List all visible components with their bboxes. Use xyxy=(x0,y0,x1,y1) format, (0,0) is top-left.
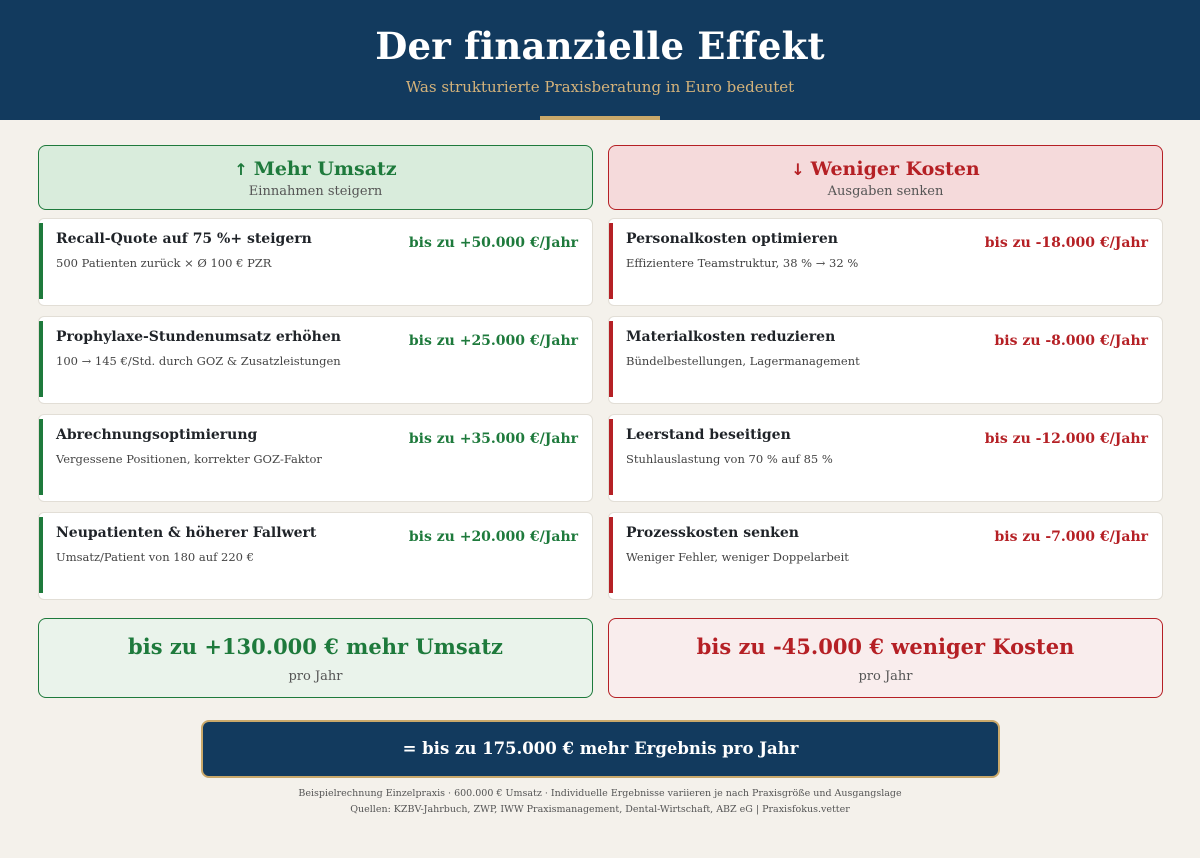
card-accent-bar xyxy=(39,419,43,495)
card-description: Bündelbestellungen, Lagermanagement xyxy=(626,354,860,368)
cost-card: Leerstand beseitigen Stuhlauslastung von… xyxy=(608,414,1163,502)
costs-column: ↓ Weniger Kosten Ausgaben senken Personal… xyxy=(608,145,1163,600)
card-value: bis zu -12.000 €/Jahr xyxy=(984,431,1148,447)
costs-total-period: pro Jahr xyxy=(858,669,913,684)
card-accent-bar xyxy=(39,321,43,397)
card-title: Prozesskosten senken xyxy=(626,525,799,541)
revenue-total-period: pro Jahr xyxy=(288,669,343,684)
revenue-card: Abrechnungsoptimierung Vergessene Positi… xyxy=(38,414,593,502)
revenue-subtitle: Einnahmen steigern xyxy=(248,184,383,199)
costs-header: ↓ Weniger Kosten Ausgaben senken xyxy=(608,145,1163,210)
revenue-card: Neupatienten & höherer Fallwert Umsatz/P… xyxy=(38,512,593,600)
card-accent-bar xyxy=(609,321,613,397)
card-value: bis zu +35.000 €/Jahr xyxy=(408,431,578,447)
revenue-column: ↑ Mehr Umsatz Einnahmen steigern Recall-Q… xyxy=(38,145,593,600)
revenue-title: Mehr Umsatz xyxy=(253,158,397,180)
arrow-up-icon: ↑ xyxy=(234,160,248,179)
card-title: Materialkosten reduzieren xyxy=(626,329,836,345)
costs-title-row: ↓ Weniger Kosten xyxy=(609,158,1162,180)
revenue-total: bis zu +130.000 € mehr Umsatz xyxy=(128,634,503,659)
page-subtitle: Was strukturierte Praxisberatung in Euro… xyxy=(405,78,795,96)
costs-title: Weniger Kosten xyxy=(810,158,980,180)
footnote-disclaimer: Beispielrechnung Einzelpraxis · 600.000 … xyxy=(298,788,902,799)
card-accent-bar xyxy=(609,517,613,593)
revenue-card: Recall-Quote auf 75 %+ steigern 500 Pati… xyxy=(38,218,593,306)
card-value: bis zu +20.000 €/Jahr xyxy=(408,529,578,545)
arrow-down-icon: ↓ xyxy=(791,160,805,179)
card-accent-bar xyxy=(609,419,613,495)
card-title: Personalkosten optimieren xyxy=(626,231,838,247)
card-value: bis zu +50.000 €/Jahr xyxy=(408,235,578,251)
footnote-sources: Quellen: KZBV-Jahrbuch, ZWP, IWW Praxism… xyxy=(350,804,850,815)
revenue-header: ↑ Mehr Umsatz Einnahmen steigern xyxy=(38,145,593,210)
revenue-title-row: ↑ Mehr Umsatz xyxy=(39,158,592,180)
card-title: Recall-Quote auf 75 %+ steigern xyxy=(56,231,312,247)
card-value: bis zu -7.000 €/Jahr xyxy=(994,529,1149,545)
card-title: Prophylaxe-Stundenumsatz erhöhen xyxy=(56,329,341,345)
card-description: Weniger Fehler, weniger Doppelarbeit xyxy=(626,550,849,564)
card-accent-bar xyxy=(39,223,43,299)
card-accent-bar xyxy=(39,517,43,593)
revenue-total-box: bis zu +130.000 € mehr Umsatz pro Jahr xyxy=(38,618,593,698)
cost-card: Personalkosten optimieren Effizientere T… xyxy=(608,218,1163,306)
cost-card: Prozesskosten senken Weniger Fehler, wen… xyxy=(608,512,1163,600)
header-banner: Der finanzielle Effekt Was strukturierte… xyxy=(0,0,1200,120)
card-description: 500 Patienten zurück × Ø 100 € PZR xyxy=(56,256,272,270)
result-banner: = bis zu 175.000 € mehr Ergebnis pro Jah… xyxy=(201,720,1000,778)
costs-list: Personalkosten optimieren Effizientere T… xyxy=(608,218,1163,600)
revenue-card: Prophylaxe-Stundenumsatz erhöhen 100 → 1… xyxy=(38,316,593,404)
card-title: Leerstand beseitigen xyxy=(626,427,791,443)
card-description: Stuhlauslastung von 70 % auf 85 % xyxy=(626,452,833,466)
card-title: Abrechnungsoptimierung xyxy=(56,427,258,443)
costs-subtitle: Ausgaben senken xyxy=(827,184,944,199)
header-accent-line xyxy=(540,116,660,120)
card-description: Umsatz/Patient von 180 auf 220 € xyxy=(56,550,254,564)
card-value: bis zu -18.000 €/Jahr xyxy=(984,235,1148,251)
page-title: Der finanzielle Effekt xyxy=(375,24,825,68)
card-description: 100 → 145 €/Std. durch GOZ & Zusatzleist… xyxy=(56,354,341,368)
card-value: bis zu -8.000 €/Jahr xyxy=(994,333,1149,349)
revenue-list: Recall-Quote auf 75 %+ steigern 500 Pati… xyxy=(38,218,593,600)
card-accent-bar xyxy=(609,223,613,299)
card-description: Effizientere Teamstruktur, 38 % → 32 % xyxy=(626,256,859,270)
costs-total: bis zu -45.000 € weniger Kosten xyxy=(696,634,1075,659)
card-title: Neupatienten & höherer Fallwert xyxy=(56,525,317,541)
card-value: bis zu +25.000 €/Jahr xyxy=(408,333,578,349)
card-description: Vergessene Positionen, korrekter GOZ-Fak… xyxy=(56,452,322,466)
cost-card: Materialkosten reduzieren Bündelbestellu… xyxy=(608,316,1163,404)
costs-total-box: bis zu -45.000 € weniger Kosten pro Jahr xyxy=(608,618,1163,698)
